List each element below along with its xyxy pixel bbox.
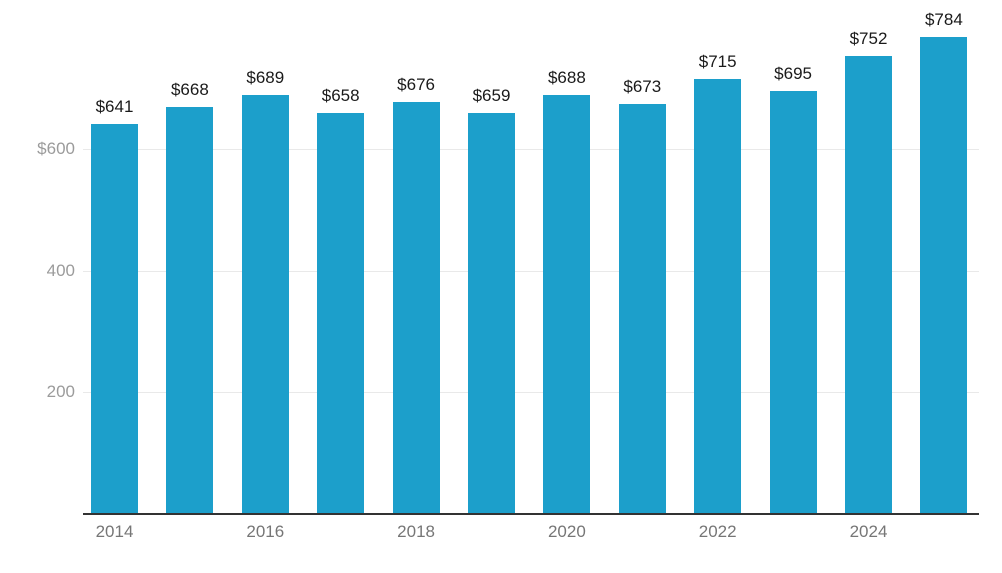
y-axis-tick-label: 200 <box>46 382 75 402</box>
y-gridline <box>83 392 979 394</box>
x-axis-tick-label: 2024 <box>849 522 888 541</box>
y-gridline <box>83 270 979 272</box>
x-axis-tick-label: 2016 <box>246 522 285 541</box>
bar-2020 <box>543 95 591 514</box>
y-gridline <box>83 148 979 150</box>
bar-2015 <box>166 107 214 514</box>
bar-value-label: $784 <box>924 9 963 29</box>
bar-2019 <box>468 112 515 514</box>
x-axis-tick-label: 2014 <box>95 522 134 541</box>
x-axis-tick-label: 2020 <box>547 522 586 541</box>
bar-value-label: $715 <box>698 51 737 71</box>
bar-value-label: $641 <box>95 96 134 116</box>
bar-value-label: $695 <box>774 63 813 83</box>
bar-2014 <box>91 123 138 514</box>
x-axis-line <box>83 513 979 515</box>
bar-value-label: $676 <box>397 75 436 95</box>
x-axis-tick-label: 2018 <box>397 522 436 541</box>
bar-value-label: $689 <box>246 67 285 87</box>
bar-value-label: $668 <box>170 80 209 100</box>
bar-value-label: $658 <box>321 86 360 106</box>
bar-2025 <box>920 36 968 514</box>
bar-value-label: $659 <box>472 85 511 105</box>
bar-2016 <box>241 94 289 514</box>
bar-2017 <box>317 113 365 514</box>
y-axis-tick-label: 400 <box>46 260 75 280</box>
bar-value-label: $688 <box>547 68 586 88</box>
bar-value-label: $752 <box>849 29 888 49</box>
x-axis-tick-label: 2022 <box>698 522 737 541</box>
bar-2024 <box>845 56 892 514</box>
bar-2023 <box>769 90 817 514</box>
bar-value-label: $673 <box>623 77 662 97</box>
y-axis-tick-label: $600 <box>37 138 75 158</box>
bar-2021 <box>618 104 666 514</box>
bar-2022 <box>694 78 742 514</box>
bar-2018 <box>392 102 440 514</box>
